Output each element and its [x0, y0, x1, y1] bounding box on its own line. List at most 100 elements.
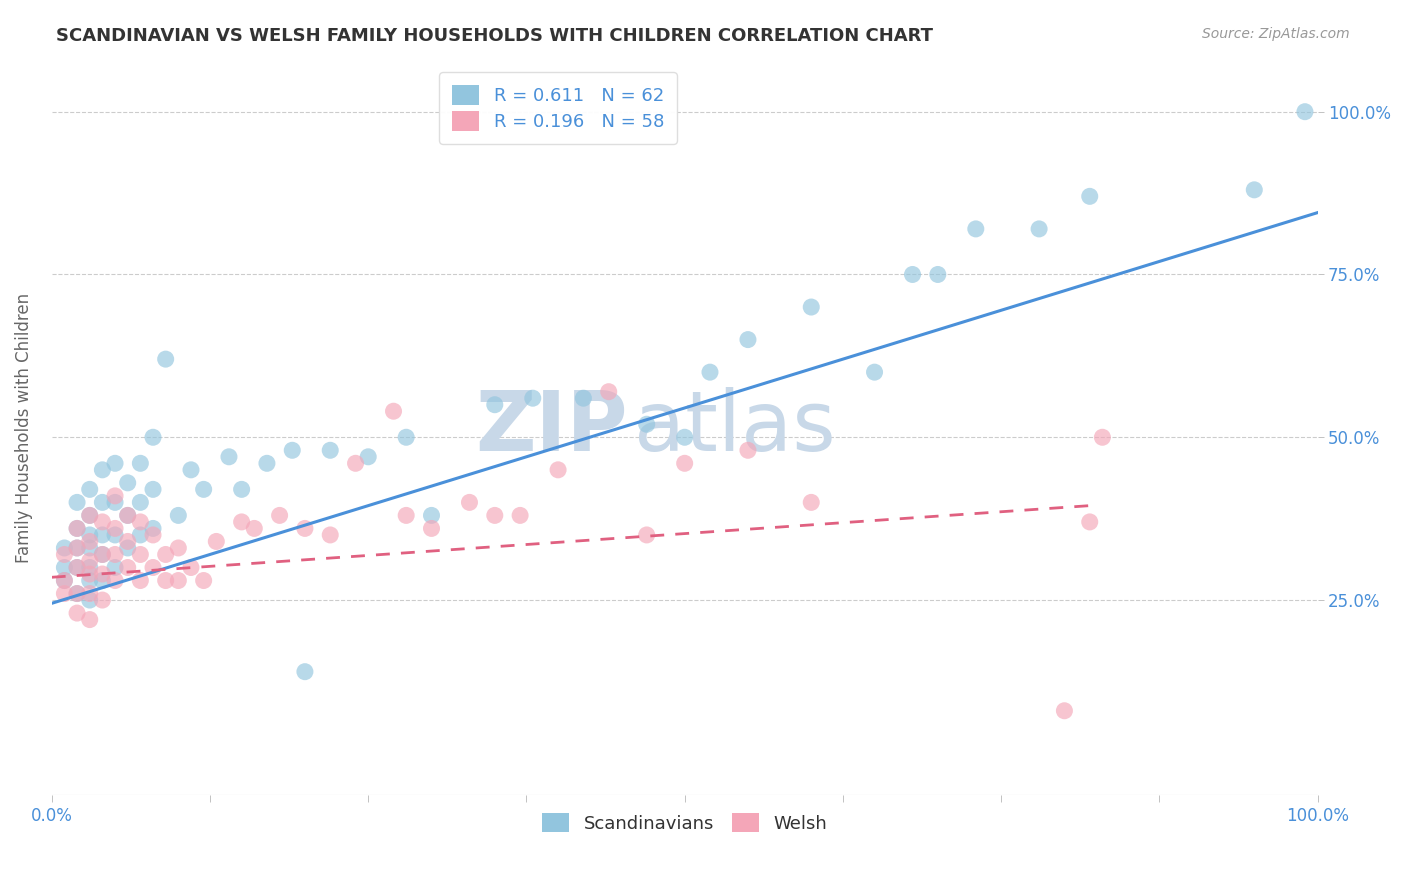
Point — [53, 574, 76, 588]
Point — [1078, 189, 1101, 203]
Point — [243, 521, 266, 535]
Point — [484, 398, 506, 412]
Point — [155, 574, 177, 588]
Point — [79, 586, 101, 600]
Point — [66, 521, 89, 535]
Point — [53, 560, 76, 574]
Point — [256, 456, 278, 470]
Point — [66, 521, 89, 535]
Point — [117, 541, 139, 555]
Point — [547, 463, 569, 477]
Point — [522, 391, 544, 405]
Point — [129, 574, 152, 588]
Point — [117, 534, 139, 549]
Point — [79, 508, 101, 523]
Point — [104, 560, 127, 574]
Point — [79, 554, 101, 568]
Point — [142, 483, 165, 497]
Point — [155, 548, 177, 562]
Point — [572, 391, 595, 405]
Point — [294, 521, 316, 535]
Point — [91, 567, 114, 582]
Point — [737, 443, 759, 458]
Point — [598, 384, 620, 399]
Point — [53, 541, 76, 555]
Point — [420, 508, 443, 523]
Text: SCANDINAVIAN VS WELSH FAMILY HOUSEHOLDS WITH CHILDREN CORRELATION CHART: SCANDINAVIAN VS WELSH FAMILY HOUSEHOLDS … — [56, 27, 934, 45]
Point — [484, 508, 506, 523]
Point — [699, 365, 721, 379]
Point — [927, 268, 949, 282]
Point — [79, 567, 101, 582]
Point — [1091, 430, 1114, 444]
Point — [104, 548, 127, 562]
Point — [1078, 515, 1101, 529]
Point — [79, 613, 101, 627]
Text: ZIP: ZIP — [475, 387, 627, 468]
Point — [269, 508, 291, 523]
Point — [79, 560, 101, 574]
Point — [636, 528, 658, 542]
Point — [281, 443, 304, 458]
Point — [1243, 183, 1265, 197]
Point — [142, 521, 165, 535]
Point — [800, 300, 823, 314]
Point — [66, 586, 89, 600]
Point — [901, 268, 924, 282]
Point — [129, 515, 152, 529]
Text: atlas: atlas — [634, 387, 835, 468]
Point — [193, 574, 215, 588]
Point — [104, 495, 127, 509]
Point — [79, 593, 101, 607]
Point — [53, 548, 76, 562]
Point — [91, 593, 114, 607]
Point — [205, 534, 228, 549]
Point — [167, 541, 190, 555]
Point — [104, 489, 127, 503]
Point — [319, 443, 342, 458]
Point — [180, 463, 202, 477]
Point — [117, 508, 139, 523]
Point — [180, 560, 202, 574]
Point — [91, 463, 114, 477]
Point — [79, 534, 101, 549]
Point — [117, 508, 139, 523]
Point — [129, 528, 152, 542]
Point — [66, 586, 89, 600]
Point — [129, 495, 152, 509]
Point — [218, 450, 240, 464]
Point — [79, 508, 101, 523]
Point — [319, 528, 342, 542]
Point — [66, 541, 89, 555]
Point — [167, 574, 190, 588]
Point — [231, 483, 253, 497]
Point — [1294, 104, 1316, 119]
Point — [79, 528, 101, 542]
Y-axis label: Family Households with Children: Family Households with Children — [15, 293, 32, 563]
Point — [395, 508, 418, 523]
Point — [395, 430, 418, 444]
Point — [66, 560, 89, 574]
Point — [636, 417, 658, 432]
Point — [129, 456, 152, 470]
Point — [66, 541, 89, 555]
Point — [142, 560, 165, 574]
Point — [53, 574, 76, 588]
Point — [79, 574, 101, 588]
Point — [91, 548, 114, 562]
Point — [673, 430, 696, 444]
Point — [167, 508, 190, 523]
Point — [104, 528, 127, 542]
Text: Source: ZipAtlas.com: Source: ZipAtlas.com — [1202, 27, 1350, 41]
Point — [53, 586, 76, 600]
Point — [79, 541, 101, 555]
Point — [382, 404, 405, 418]
Point — [91, 574, 114, 588]
Point — [66, 495, 89, 509]
Point — [91, 495, 114, 509]
Point — [91, 528, 114, 542]
Point — [344, 456, 367, 470]
Point — [142, 430, 165, 444]
Point — [66, 606, 89, 620]
Point — [193, 483, 215, 497]
